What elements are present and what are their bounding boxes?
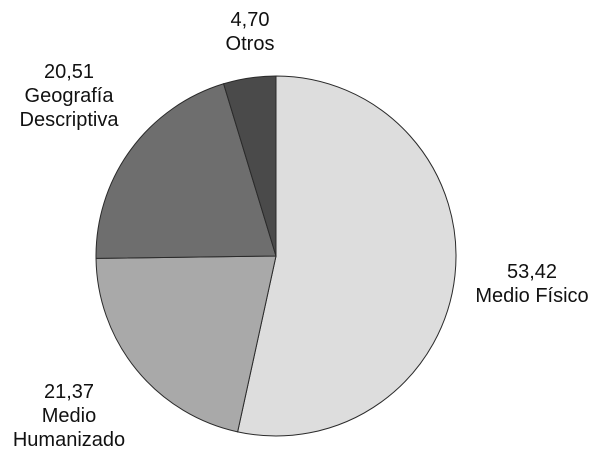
slice-value-label: 4,70 <box>231 9 270 31</box>
slice-category-label: Geografía <box>25 85 115 107</box>
slice-value-label: 20,51 <box>44 61 94 83</box>
pie-slice-4 <box>222 75 277 257</box>
pie-slice-3 <box>95 83 277 259</box>
slice-category-label: Medio <box>42 405 96 427</box>
slice-category-label: Medio Físico <box>475 285 588 307</box>
slice-category-label: Descriptiva <box>20 109 120 131</box>
slice-category-label: Humanizado <box>13 429 125 451</box>
pie-slice-2 <box>95 255 277 433</box>
slice-category-label: Otros <box>226 33 275 55</box>
pie-slice-1 <box>237 75 457 437</box>
slice-value-label: 21,37 <box>44 381 94 403</box>
slice-value-label: 53,42 <box>507 261 557 283</box>
